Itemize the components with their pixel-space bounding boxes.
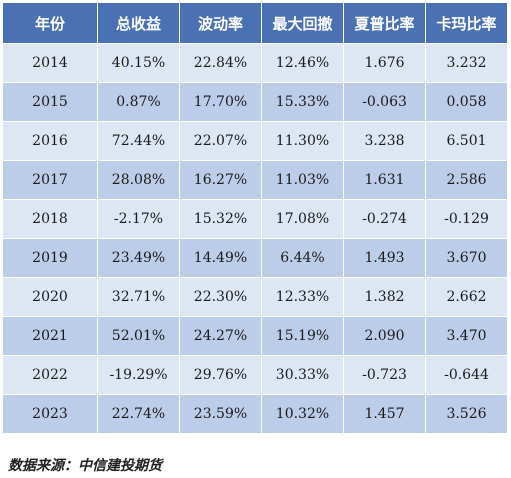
header-calmar-ratio: 卡玛比率: [425, 2, 508, 44]
calmar-ratio-cell: 3.232: [425, 43, 508, 83]
year-cell: 2023: [2, 394, 98, 434]
total-return-cell: -2.17%: [97, 199, 180, 239]
volatility-cell: 17.70%: [179, 82, 262, 122]
max-drawdown-cell: 17.08%: [261, 199, 344, 239]
max-drawdown-cell: 11.30%: [261, 121, 344, 161]
sharpe-ratio-cell: 1.631: [343, 160, 426, 200]
volatility-cell: 29.76%: [179, 355, 262, 395]
table-row: 2023 22.74% 23.59% 10.32% 1.457 3.526: [2, 394, 508, 434]
year-cell: 2014: [2, 43, 98, 83]
sharpe-ratio-cell: 1.493: [343, 238, 426, 278]
table-row: 2015 0.87% 17.70% 15.33% -0.063 0.058: [2, 82, 508, 122]
table-row: 2018 -2.17% 15.32% 17.08% -0.274 -0.129: [2, 199, 508, 239]
table-row: 2021 52.01% 24.27% 15.19% 2.090 3.470: [2, 316, 508, 356]
calmar-ratio-cell: 2.586: [425, 160, 508, 200]
max-drawdown-cell: 10.32%: [261, 394, 344, 434]
max-drawdown-cell: 15.33%: [261, 82, 344, 122]
table-row: 2020 32.71% 22.30% 12.33% 1.382 2.662: [2, 277, 508, 317]
volatility-cell: 24.27%: [179, 316, 262, 356]
sharpe-ratio-cell: -0.063: [343, 82, 426, 122]
volatility-cell: 23.59%: [179, 394, 262, 434]
volatility-cell: 22.84%: [179, 43, 262, 83]
calmar-ratio-cell: -0.129: [425, 199, 508, 239]
performance-table: 年份 总收益 波动率 最大回撤 夏普比率 卡玛比率 2014 40.15% 22.8…: [2, 2, 508, 434]
calmar-ratio-cell: 2.662: [425, 277, 508, 317]
header-year: 年份: [2, 2, 98, 44]
total-return-cell: 32.71%: [97, 277, 180, 317]
table-row: 2022 -19.29% 29.76% 30.33% -0.723 -0.644: [2, 355, 508, 395]
table-row: 2019 23.49% 14.49% 6.44% 1.493 3.670: [2, 238, 508, 278]
sharpe-ratio-cell: 1.676: [343, 43, 426, 83]
sharpe-ratio-cell: -0.723: [343, 355, 426, 395]
max-drawdown-cell: 12.46%: [261, 43, 344, 83]
source-note: 数据来源：中信建投期货: [8, 458, 162, 474]
total-return-cell: 28.08%: [97, 160, 180, 200]
calmar-ratio-cell: 0.058: [425, 82, 508, 122]
header-row: 年份 总收益 波动率 最大回撤 夏普比率 卡玛比率: [2, 2, 508, 44]
table-row: 2016 72.44% 22.07% 11.30% 3.238 6.501: [2, 121, 508, 161]
year-cell: 2015: [2, 82, 98, 122]
header-max-drawdown: 最大回撤: [261, 2, 344, 44]
header-volatility: 波动率: [179, 2, 262, 44]
total-return-cell: 0.87%: [97, 82, 180, 122]
header-total-return: 总收益: [97, 2, 180, 44]
year-cell: 2018: [2, 199, 98, 239]
calmar-ratio-cell: -0.644: [425, 355, 508, 395]
max-drawdown-cell: 11.03%: [261, 160, 344, 200]
volatility-cell: 14.49%: [179, 238, 262, 278]
max-drawdown-cell: 6.44%: [261, 238, 344, 278]
volatility-cell: 22.07%: [179, 121, 262, 161]
calmar-ratio-cell: 6.501: [425, 121, 508, 161]
table-row: 2017 28.08% 16.27% 11.03% 1.631 2.586: [2, 160, 508, 200]
year-cell: 2016: [2, 121, 98, 161]
sharpe-ratio-cell: 1.382: [343, 277, 426, 317]
volatility-cell: 22.30%: [179, 277, 262, 317]
year-cell: 2022: [2, 355, 98, 395]
sharpe-ratio-cell: 3.238: [343, 121, 426, 161]
max-drawdown-cell: 15.19%: [261, 316, 344, 356]
calmar-ratio-cell: 3.670: [425, 238, 508, 278]
volatility-cell: 16.27%: [179, 160, 262, 200]
total-return-cell: 40.15%: [97, 43, 180, 83]
volatility-cell: 15.32%: [179, 199, 262, 239]
total-return-cell: -19.29%: [97, 355, 180, 395]
sharpe-ratio-cell: 1.457: [343, 394, 426, 434]
total-return-cell: 23.49%: [97, 238, 180, 278]
year-cell: 2017: [2, 160, 98, 200]
year-cell: 2021: [2, 316, 98, 356]
total-return-cell: 52.01%: [97, 316, 180, 356]
max-drawdown-cell: 12.33%: [261, 277, 344, 317]
calmar-ratio-cell: 3.526: [425, 394, 508, 434]
table-row: 2014 40.15% 22.84% 12.46% 1.676 3.232: [2, 43, 508, 83]
header-sharpe-ratio: 夏普比率: [343, 2, 426, 44]
year-cell: 2020: [2, 277, 98, 317]
sharpe-ratio-cell: 2.090: [343, 316, 426, 356]
year-cell: 2019: [2, 238, 98, 278]
total-return-cell: 72.44%: [97, 121, 180, 161]
calmar-ratio-cell: 3.470: [425, 316, 508, 356]
max-drawdown-cell: 30.33%: [261, 355, 344, 395]
sharpe-ratio-cell: -0.274: [343, 199, 426, 239]
total-return-cell: 22.74%: [97, 394, 180, 434]
